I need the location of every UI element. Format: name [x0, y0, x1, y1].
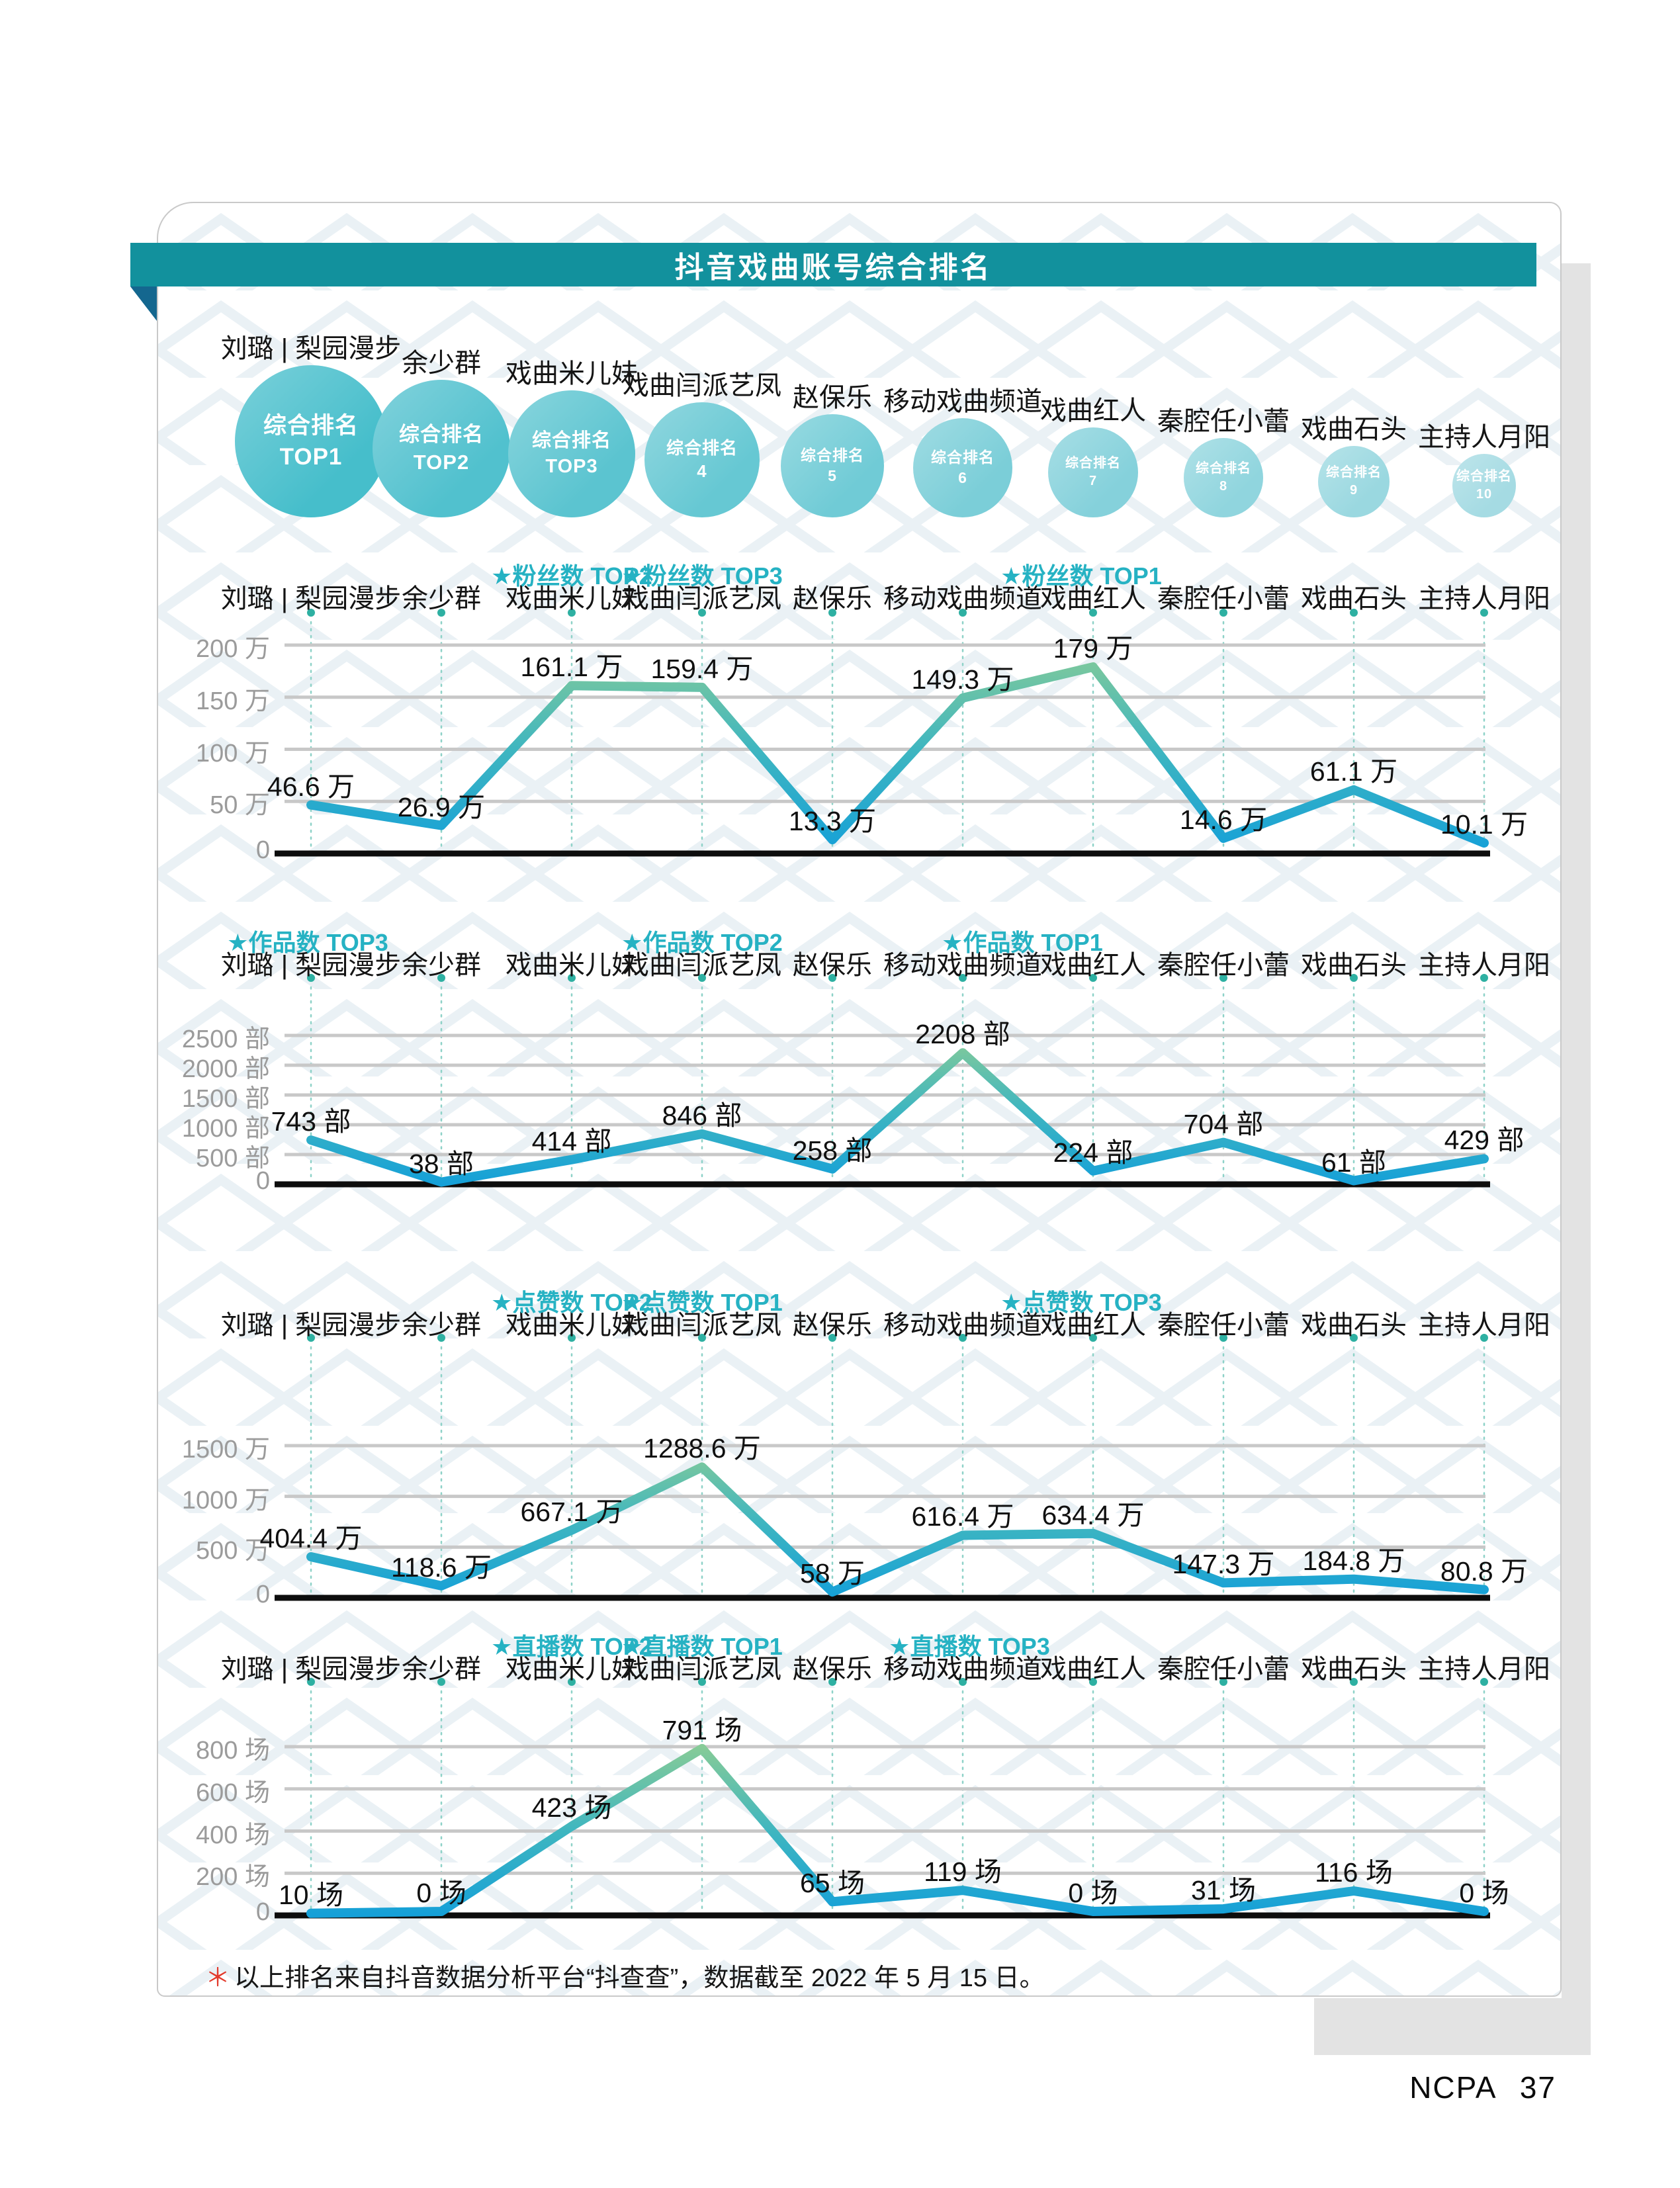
footnote: ＊以上排名来自抖音数据分析平台“抖查查”，数据截至 2022 年 5 月 15 …: [205, 1957, 1045, 1993]
page-title: 抖音戏曲账号综合排名: [674, 251, 993, 284]
page-number: NCPA 37: [1409, 2070, 1556, 2105]
page-shadow-bottom: [1314, 1998, 1591, 2055]
footnote-asterisk: ＊: [205, 1964, 231, 1992]
banner-fold-triangle: [130, 286, 157, 321]
page-shadow-right: [1562, 263, 1591, 2054]
ranking-card: ＊以上排名来自抖音数据分析平台“抖查查”，数据截至 2022 年 5 月 15 …: [157, 202, 1562, 1997]
chevron-pattern-background: [158, 203, 1560, 1995]
footnote-text: 以上排名来自抖音数据分析平台“抖查查”，数据截至 2022 年 5 月 15 日…: [234, 1964, 1045, 1992]
title-banner: 抖音戏曲账号综合排名: [130, 243, 1536, 286]
